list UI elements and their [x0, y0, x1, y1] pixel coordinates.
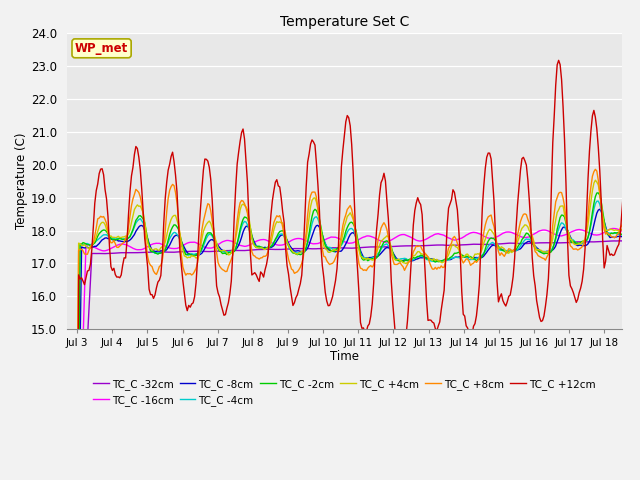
TC_C +8cm [362, 268, 370, 274]
TC_C -8cm [636, 428, 640, 434]
TC_C -2cm [362, 256, 370, 262]
TC_C -2cm [110, 237, 118, 243]
TC_C -32cm [474, 241, 482, 247]
TC_C +4cm [636, 427, 640, 432]
TC_C +12cm [110, 265, 118, 271]
TC_C +12cm [636, 245, 640, 251]
TC_C -4cm [92, 238, 100, 244]
TC_C -4cm [595, 198, 602, 204]
TC_C -32cm [362, 244, 370, 250]
TC_C -8cm [110, 237, 118, 243]
TC_C +8cm [557, 190, 565, 195]
TC_C +4cm [474, 251, 482, 256]
TC_C -2cm [595, 190, 602, 196]
TC_C -8cm [596, 206, 604, 212]
TC_C -16cm [636, 477, 640, 480]
TC_C -16cm [557, 233, 565, 239]
TC_C -32cm [92, 251, 100, 256]
TC_C +4cm [362, 257, 370, 263]
TC_C -4cm [362, 255, 370, 261]
TC_C -4cm [110, 236, 118, 241]
TC_C -2cm [474, 256, 482, 262]
TC_C +12cm [362, 329, 370, 335]
TC_C -16cm [110, 244, 118, 250]
TC_C -32cm [632, 442, 640, 448]
TC_C +8cm [591, 167, 599, 172]
TC_C -2cm [557, 212, 565, 218]
TC_C -32cm [110, 251, 118, 256]
Legend: TC_C -32cm, TC_C -16cm, TC_C -8cm, TC_C -4cm, TC_C -2cm, TC_C +4cm, TC_C +8cm, T: TC_C -32cm, TC_C -16cm, TC_C -8cm, TC_C … [93, 379, 595, 406]
TC_C -16cm [609, 226, 617, 231]
Line: TC_C -16cm: TC_C -16cm [77, 228, 639, 480]
TC_C -16cm [362, 233, 370, 239]
TC_C +12cm [632, 211, 640, 217]
Y-axis label: Temperature (C): Temperature (C) [15, 133, 28, 229]
TC_C +12cm [474, 300, 482, 305]
TC_C +12cm [559, 104, 567, 109]
TC_C -4cm [474, 255, 482, 261]
TC_C +4cm [557, 203, 565, 209]
TC_C -16cm [632, 379, 640, 384]
Text: WP_met: WP_met [75, 42, 128, 55]
Line: TC_C -2cm: TC_C -2cm [77, 193, 639, 480]
TC_C +4cm [591, 177, 599, 183]
TC_C +8cm [474, 258, 482, 264]
TC_C -2cm [92, 237, 100, 242]
TC_C -8cm [632, 232, 640, 238]
Line: TC_C -4cm: TC_C -4cm [77, 201, 639, 476]
Line: TC_C +12cm: TC_C +12cm [77, 60, 639, 480]
TC_C -4cm [74, 473, 81, 479]
TC_C -8cm [557, 227, 565, 232]
Title: Temperature Set C: Temperature Set C [280, 15, 409, 29]
TC_C +4cm [632, 224, 640, 229]
TC_C -4cm [632, 232, 640, 238]
Line: TC_C -32cm: TC_C -32cm [77, 241, 639, 480]
TC_C -8cm [92, 243, 100, 249]
TC_C -32cm [557, 240, 565, 246]
TC_C -32cm [615, 238, 623, 244]
TC_C -2cm [632, 229, 640, 235]
Line: TC_C +8cm: TC_C +8cm [77, 169, 639, 442]
TC_C +8cm [74, 439, 81, 444]
Line: TC_C +4cm: TC_C +4cm [77, 180, 639, 436]
TC_C -2cm [636, 378, 640, 384]
X-axis label: Time: Time [330, 350, 358, 363]
TC_C -4cm [636, 467, 640, 473]
TC_C +4cm [92, 234, 100, 240]
TC_C +4cm [74, 433, 81, 439]
TC_C -8cm [474, 255, 482, 261]
TC_C +4cm [110, 234, 118, 240]
TC_C -16cm [92, 245, 100, 251]
TC_C +12cm [92, 188, 100, 193]
TC_C -8cm [362, 255, 370, 261]
TC_C -16cm [474, 230, 482, 236]
TC_C +12cm [555, 58, 563, 63]
TC_C +8cm [92, 225, 100, 231]
TC_C +8cm [110, 238, 118, 243]
TC_C +8cm [636, 422, 640, 428]
TC_C -4cm [557, 220, 565, 226]
TC_C +8cm [632, 219, 640, 225]
Line: TC_C -8cm: TC_C -8cm [77, 209, 639, 480]
